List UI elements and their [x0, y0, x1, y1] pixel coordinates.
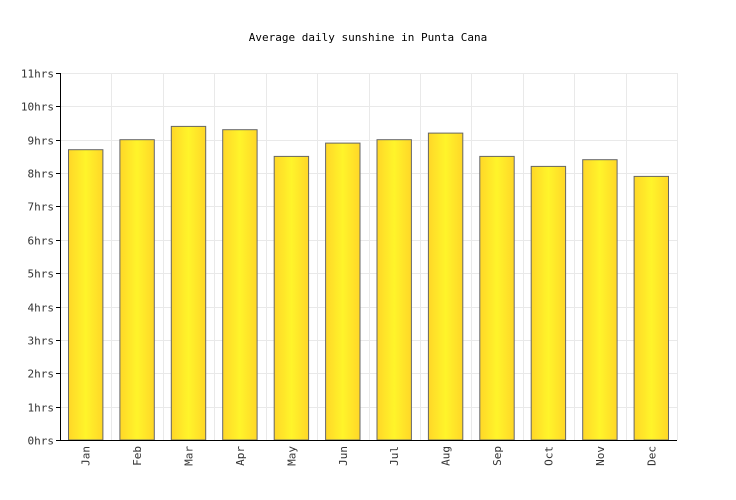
bar-oct — [530, 165, 567, 441]
y-tick-labels: 0hrs 1hrs 2hrs 3hrs 4hrs 5hrs 6hrs 7hrs 8hrs 9hrs… — [21, 68, 54, 448]
x-tick-label-jun: Jun — [337, 446, 350, 466]
x-tick-label-sep: Sep — [491, 446, 504, 466]
y-tick-label: 9hrs — [28, 135, 55, 148]
y-tick-label: 11hrs — [21, 68, 54, 81]
x-tick-label-mar: Mar — [183, 446, 196, 466]
bar-feb — [119, 139, 155, 441]
bar-apr — [222, 129, 258, 441]
bar-jan — [68, 149, 104, 441]
bar-mar — [170, 125, 207, 441]
gridlines — [60, 73, 678, 440]
y-tick-label: 3hrs — [28, 335, 55, 348]
y-tick-label: 1hrs — [28, 402, 55, 415]
bar-aug — [427, 132, 464, 441]
y-tick-label: 2hrs — [28, 368, 55, 381]
bar-may — [273, 155, 310, 441]
x-tick-label-jan: Jan — [80, 446, 93, 466]
y-tick-label: 0hrs — [28, 435, 55, 448]
x-tick-label-apr: Apr — [234, 446, 247, 466]
bar-sep — [479, 155, 515, 441]
x-tick-label-oct: Oct — [542, 446, 555, 466]
x-tick-label-dec: Dec — [645, 446, 658, 466]
x-tick-label-jul: Jul — [388, 446, 401, 466]
y-tick-label: 10hrs — [21, 101, 54, 114]
chart-title: Average daily sunshine in Punta Cana — [249, 31, 487, 44]
x-tick-label-feb: Feb — [131, 446, 144, 466]
y-tick-label: 6hrs — [28, 235, 55, 248]
bar-nov — [582, 159, 618, 441]
bar-dec — [633, 175, 669, 441]
x-tick-label-may: May — [285, 446, 298, 466]
y-tick-label: 4hrs — [28, 302, 55, 315]
x-tick-label-nov: Nov — [594, 446, 607, 466]
bar-jul — [376, 139, 412, 441]
axes — [56, 73, 677, 441]
y-tick-label: 8hrs — [28, 168, 55, 181]
bars — [68, 125, 669, 441]
x-tick-labels: Jan Feb Mar Apr May Jun Jul Aug Sep Oct Nov Dec — [80, 446, 659, 466]
x-tick-label-aug: Aug — [440, 446, 453, 466]
y-tick-label: 7hrs — [28, 201, 55, 214]
y-tick-label: 5hrs — [28, 268, 55, 281]
bar-jun — [325, 142, 361, 441]
